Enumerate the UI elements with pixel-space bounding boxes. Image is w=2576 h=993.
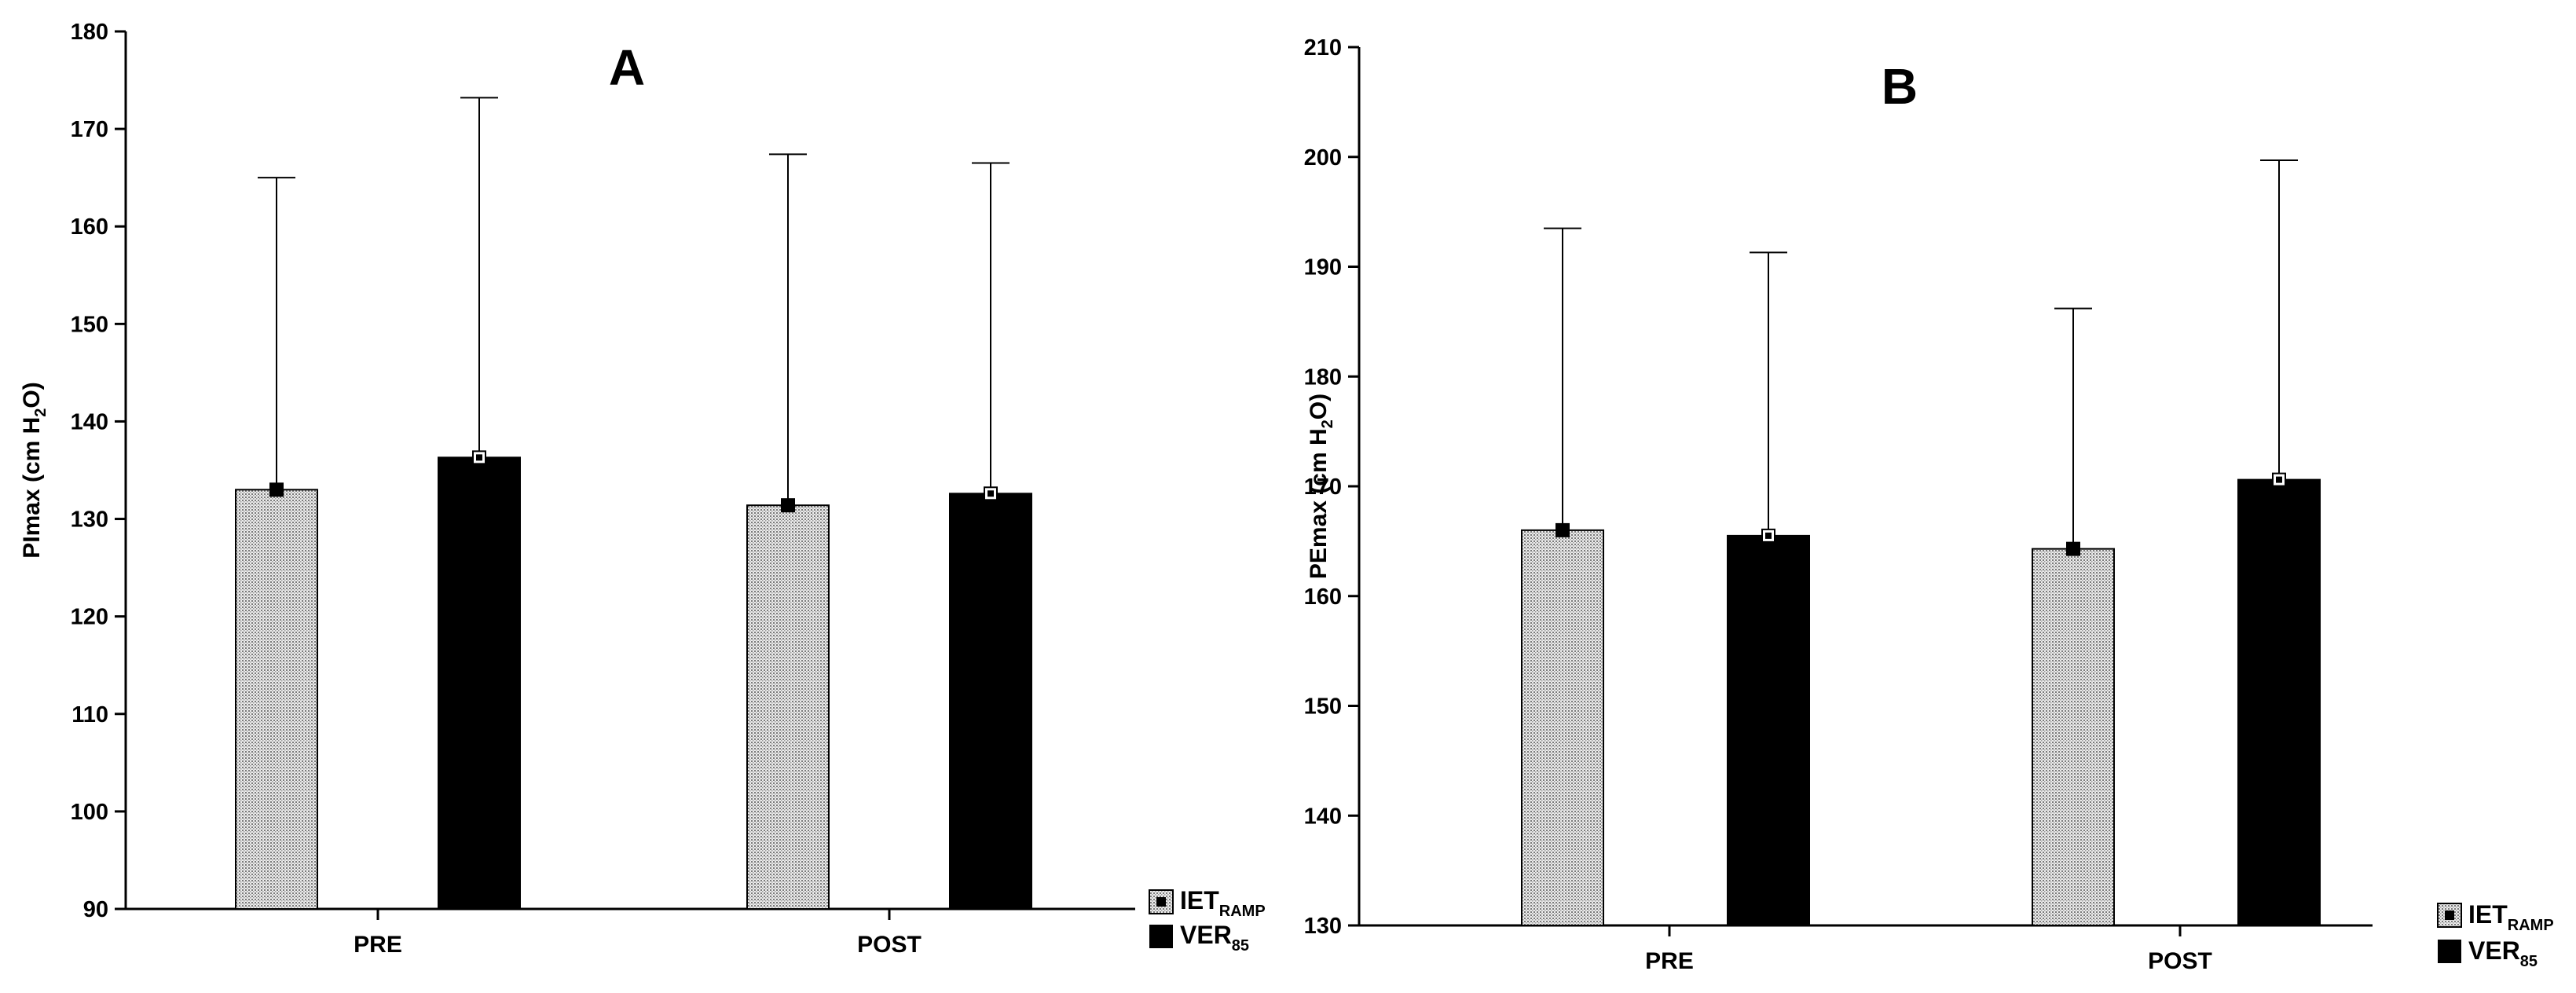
y-axis-title: PImax (cm H2O) <box>19 382 49 559</box>
chart-b: 130 140 150 160 170 180 190 200 210 PRE POST B PEmax… <box>1304 35 2554 974</box>
mean-marker-dot <box>1765 532 1772 539</box>
legend-label-ver85: VER85 <box>2468 936 2538 970</box>
x-category-label: PRE <box>1645 948 1694 974</box>
y-tick-label: 120 <box>71 605 108 630</box>
y-axis-title-text-end: O) <box>19 382 45 408</box>
mean-marker-dot <box>2276 476 2282 483</box>
legend-swatch-marker <box>1156 897 1166 907</box>
y-tick-label: 130 <box>1304 914 1342 939</box>
mean-marker <box>269 482 284 497</box>
y-tick-label: 160 <box>71 214 108 240</box>
legend-swatch-ver85 <box>1149 925 1173 948</box>
bar-ver85-post <box>2237 478 2321 926</box>
chart-a: 90 100 110 120 130 140 150 160 170 180 PRE POST A PIm… <box>19 20 1266 958</box>
y-axis-title-text: PImax (cm H <box>19 417 45 559</box>
legend-label-main: IET <box>2468 900 2508 929</box>
y-axis-title-subscript: 2 <box>1319 420 1336 428</box>
y-tick-label: 170 <box>71 117 108 142</box>
x-category-label: POST <box>857 932 922 958</box>
legend-swatch-marker <box>2445 911 2454 920</box>
mean-marker <box>781 498 795 513</box>
legend-label-main: IET <box>1180 886 1219 914</box>
y-tick-label: 100 <box>71 800 108 825</box>
legend-label-ietramp: IETRAMP <box>1180 886 1266 920</box>
y-tick-label: 200 <box>1304 145 1342 170</box>
y-axis-title: PEmax (cm H2O) <box>1306 394 1336 579</box>
legend-label-ver85: VER85 <box>1180 921 1249 955</box>
bar-ietramp-pre <box>1521 529 1604 927</box>
y-axis-title-text-end: O) <box>1306 394 1332 420</box>
x-category-label: POST <box>2148 948 2212 974</box>
y-tick-label: 170 <box>1304 475 1342 500</box>
bar-ietramp-pre <box>235 489 318 910</box>
y-tick-label: 150 <box>71 312 108 337</box>
legend-label-ietramp: IETRAMP <box>2468 900 2554 934</box>
legend-label-subscript: 85 <box>2520 953 2538 970</box>
mean-marker <box>1555 522 1570 537</box>
y-tick-label: 140 <box>1304 804 1342 829</box>
y-tick-label: 190 <box>1304 255 1342 280</box>
bar-ver85-pre <box>438 456 521 910</box>
legend-swatch-ver85 <box>2438 940 2461 963</box>
y-tick-label: 160 <box>1304 584 1342 610</box>
y-tick-label: 210 <box>1304 35 1342 60</box>
legend-label-subscript: 85 <box>1232 937 1249 955</box>
y-axis-title-subscript: 2 <box>32 409 49 417</box>
y-tick-label: 130 <box>71 507 108 533</box>
x-category-label: PRE <box>354 932 402 958</box>
legend-label-main: VER <box>1180 921 1232 949</box>
bar-ietramp-post <box>746 504 830 910</box>
mean-marker-dot <box>988 490 994 497</box>
panel-title: B <box>1882 58 1918 115</box>
y-tick-label: 140 <box>71 409 108 434</box>
y-tick-label: 180 <box>71 20 108 45</box>
y-tick-label: 150 <box>1304 694 1342 720</box>
legend-label-subscript: RAMP <box>1219 903 1266 920</box>
bar-ver85-post <box>949 493 1032 910</box>
y-tick-label: 110 <box>71 702 108 727</box>
y-tick-label: 90 <box>83 897 108 922</box>
legend-label-subscript: RAMP <box>2508 917 2554 934</box>
y-axis-title-text: PEmax (cm H <box>1306 428 1332 579</box>
legend-label-main: VER <box>2468 936 2520 965</box>
bar-ietramp-post <box>2032 548 2115 926</box>
mean-marker-dot <box>476 454 482 461</box>
mean-marker <box>2066 541 2080 556</box>
bar-ver85-pre <box>1727 534 1810 926</box>
y-tick-label: 180 <box>1304 365 1342 390</box>
panel-title: A <box>609 39 645 96</box>
